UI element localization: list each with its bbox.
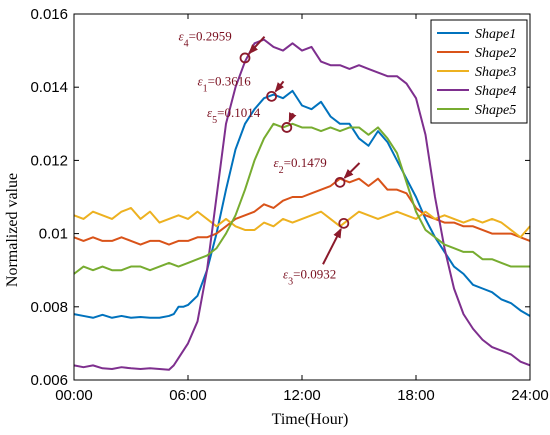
annotation-marker-1 bbox=[266, 90, 278, 102]
x-tick-label: 12:00 bbox=[283, 387, 321, 404]
y-tick-label: 0.01 bbox=[39, 226, 68, 243]
x-tick-label: 18:00 bbox=[397, 387, 435, 404]
annotation-marker-5 bbox=[281, 122, 293, 133]
series-line-shape1 bbox=[73, 89, 531, 319]
x-tick-label: 00:00 bbox=[55, 387, 93, 404]
annotation-layer: ε4=0.2959 ε1=0.3616 ε5=0.1014 ε2=0.1479 ε3=0… bbox=[179, 29, 361, 287]
annotation-label-3: ε3=0.0932 bbox=[283, 266, 336, 287]
legend: Shape1 Shape2 Shape3 Shape4 Shape5 bbox=[430, 19, 528, 124]
series-line-shape5 bbox=[73, 122, 530, 275]
legend-label-shape2: Shape2 bbox=[475, 46, 516, 61]
annotation-label-4: ε4=0.2959 bbox=[179, 29, 232, 50]
annotation-arrow-2 bbox=[343, 162, 361, 179]
x-axis-label: Time(Hour) bbox=[272, 411, 349, 428]
legend-label-shape3: Shape3 bbox=[475, 65, 516, 80]
x-tick-label: 06:00 bbox=[169, 387, 207, 404]
y-tick-label: 0.008 bbox=[30, 299, 68, 316]
annotation-arrow-3 bbox=[322, 227, 342, 265]
series-line-shape2 bbox=[73, 177, 531, 246]
annotation-arrow-1 bbox=[274, 80, 285, 93]
axes-layer: 00:00 06:00 12:00 18:00 24:00 0.006 0.008 0.01 0… bbox=[30, 6, 548, 404]
annotation-marker-3 bbox=[338, 217, 350, 229]
y-tick-label: 0.012 bbox=[30, 152, 68, 169]
legend-label-shape1: Shape1 bbox=[475, 27, 516, 42]
legend-label-shape4: Shape4 bbox=[475, 84, 516, 99]
legend-label-shape5: Shape5 bbox=[475, 103, 516, 118]
annotation-label-5: ε5=0.1014 bbox=[207, 105, 261, 126]
series-line-shape4 bbox=[73, 38, 531, 371]
annotation-arrow-4 bbox=[248, 36, 266, 55]
x-tick-label: 24:00 bbox=[511, 387, 549, 404]
y-axis-label: Normalized value bbox=[4, 173, 21, 287]
annotation-arrow-5 bbox=[288, 112, 297, 123]
annotation-label-1: ε1=0.3616 bbox=[198, 73, 252, 94]
y-tick-label: 0.006 bbox=[30, 372, 68, 389]
series-line-shape3 bbox=[73, 206, 531, 239]
annotation-marker-2 bbox=[334, 176, 346, 188]
y-tick-label: 0.014 bbox=[30, 79, 68, 96]
series-layer bbox=[73, 38, 531, 371]
y-tick-label: 0.016 bbox=[30, 6, 68, 23]
annotation-marker-4 bbox=[239, 52, 251, 64]
annotation-label-2: ε2=0.1479 bbox=[274, 155, 327, 176]
